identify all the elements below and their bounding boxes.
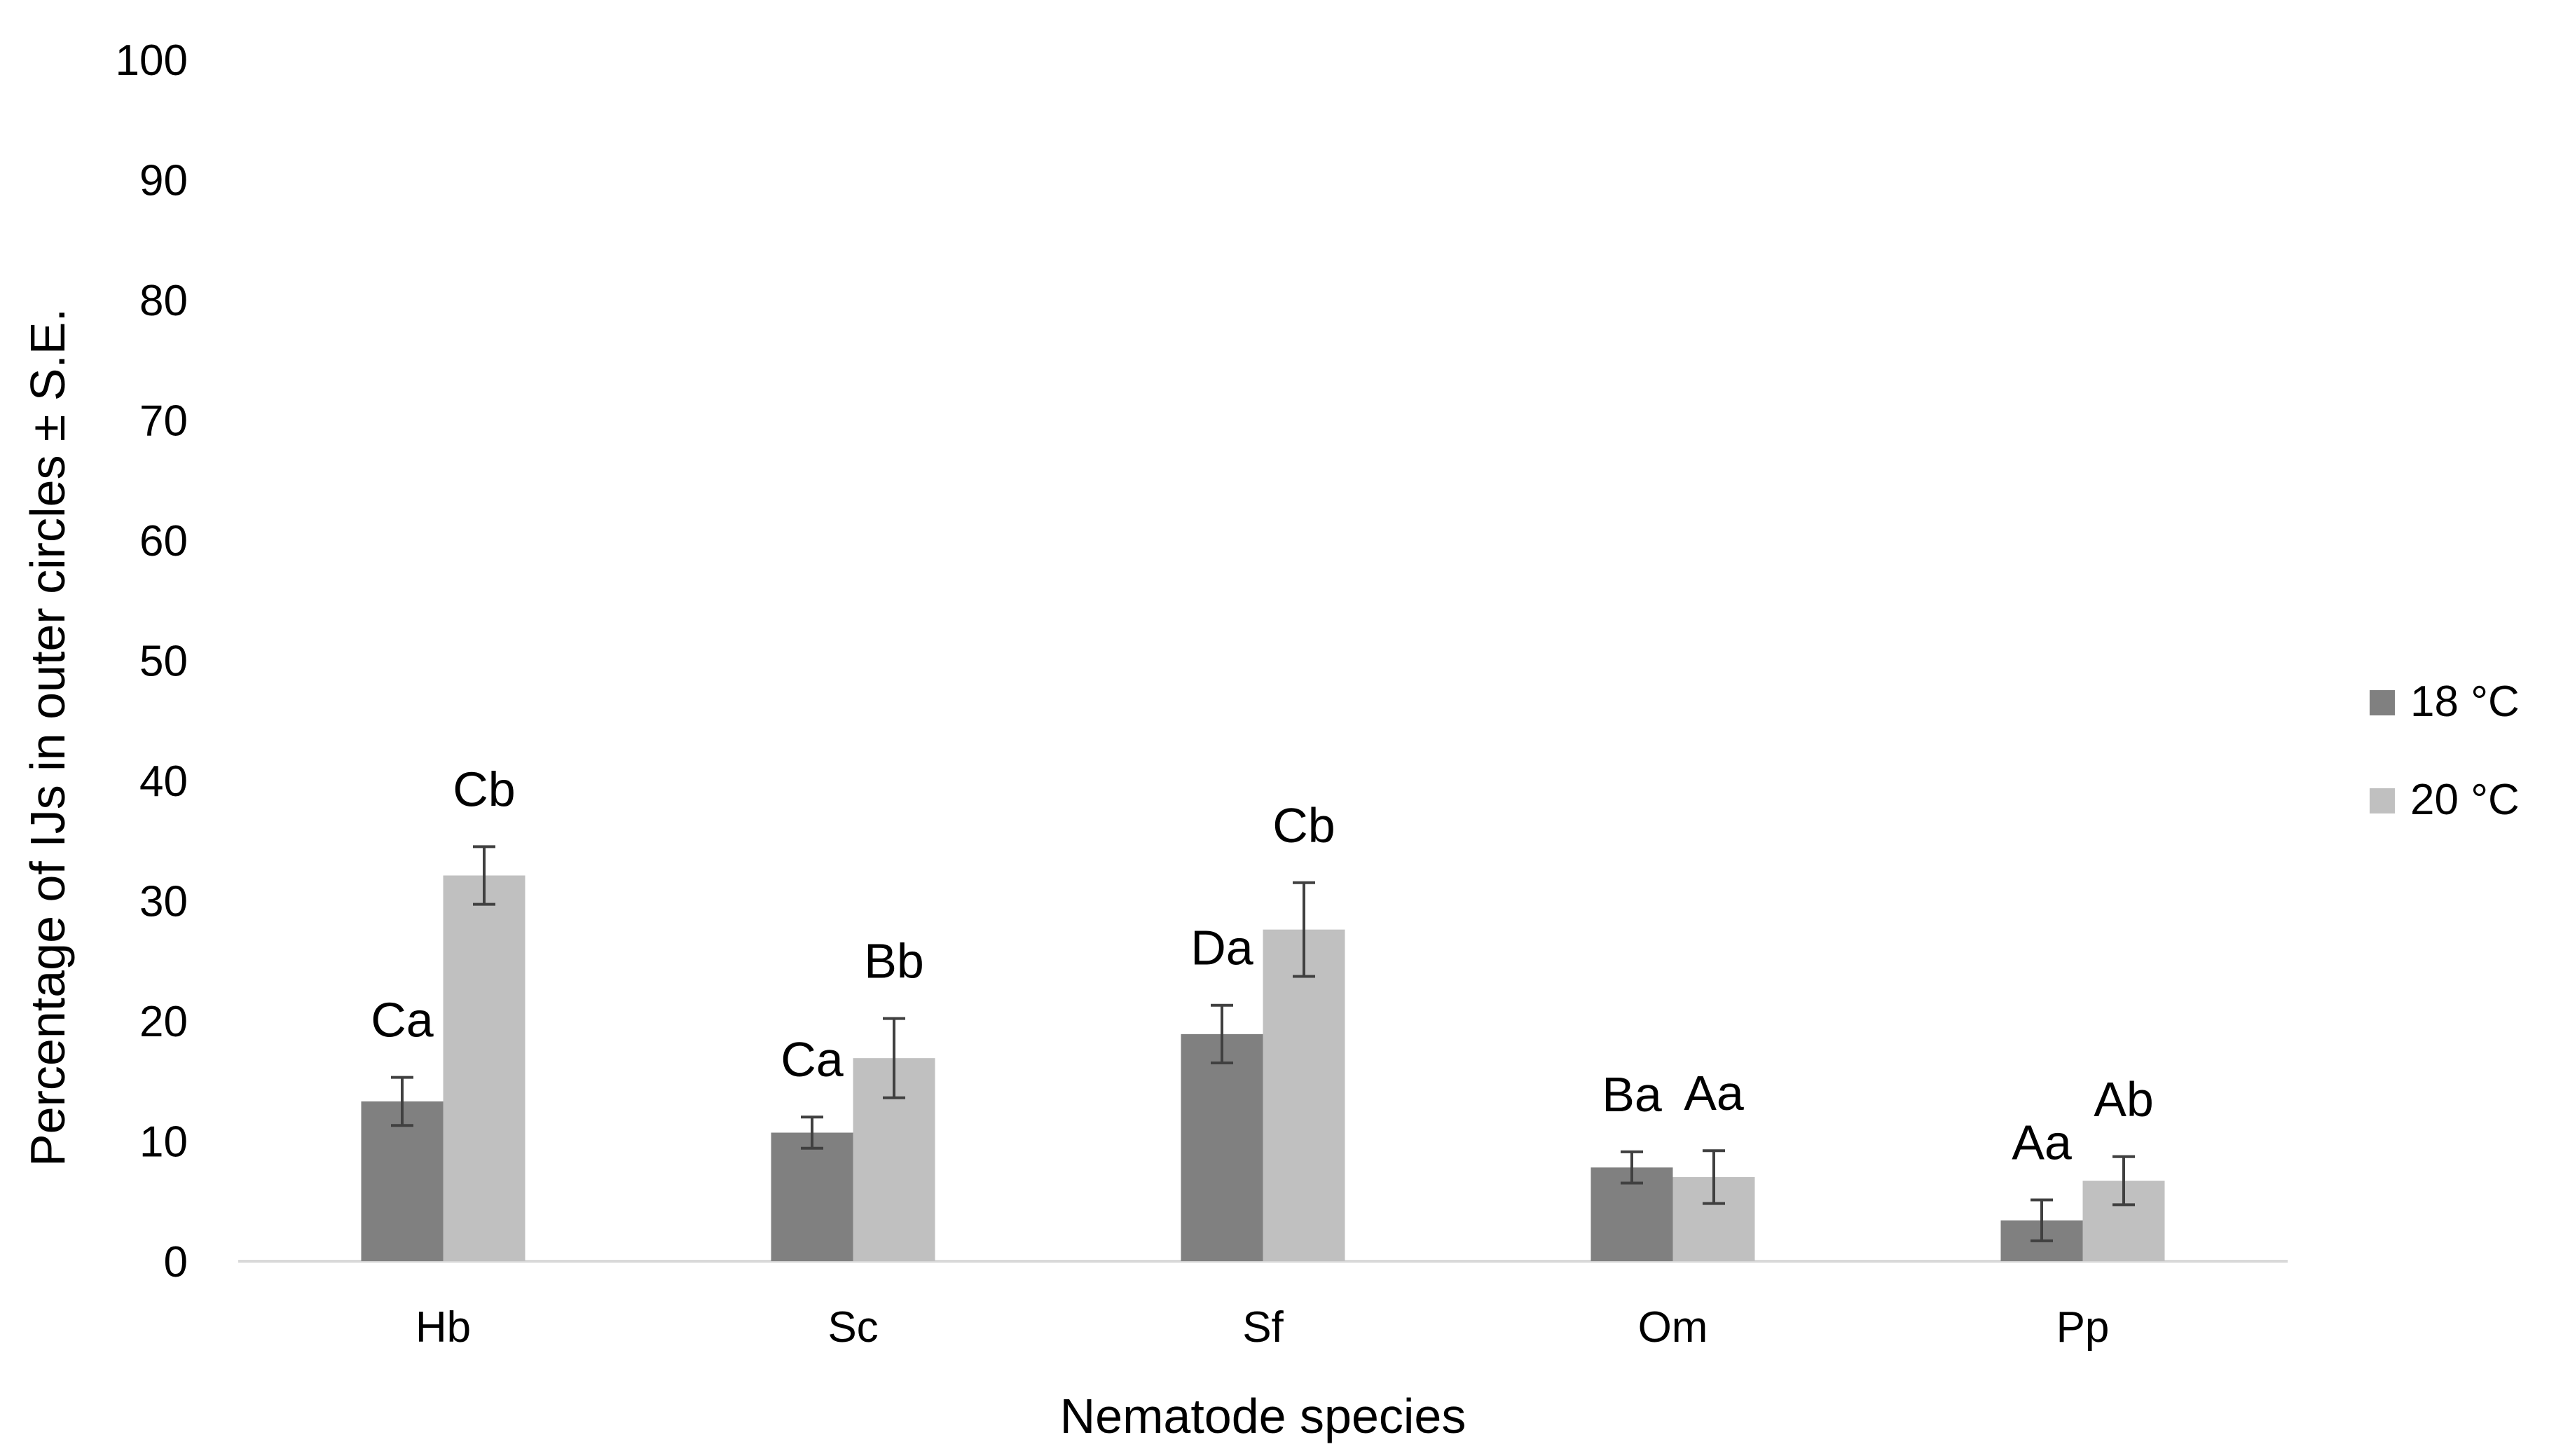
data-label: Aa [1684,1066,1744,1120]
x-tick-label: Sf [1242,1303,1284,1352]
legend-swatch [2370,690,2395,715]
bar [1181,1033,1263,1261]
x-axis-ticks: Hb Sc Sf Om Pp [415,1303,2110,1352]
legend: 18 °C 20 °C [2370,678,2520,824]
y-tick-label: 0 [164,1238,188,1286]
legend-swatch [2370,788,2395,813]
y-tick-label: 50 [139,638,188,686]
data-label: Ca [371,993,434,1048]
x-tick-label: Om [1638,1303,1708,1352]
bars-layer [361,875,2165,1261]
y-tick-label: 30 [139,878,188,926]
bar [361,1101,444,1261]
legend-label: 18 °C [2410,678,2520,726]
y-axis-ticks: 0 10 20 30 40 50 60 70 80 90 100 [116,36,188,1286]
bar [443,875,525,1261]
y-tick-label: 40 [139,757,188,806]
y-tick-label: 20 [139,998,188,1046]
y-tick-label: 70 [139,397,188,446]
x-tick-label: Hb [415,1303,471,1352]
data-label: Aa [2012,1115,2072,1170]
y-axis-title: Percentage of IJs in outer circles ± S.E… [20,308,75,1167]
x-tick-label: Sc [827,1303,878,1352]
data-label: Cb [1272,798,1335,853]
data-label: Ba [1602,1067,1662,1122]
y-tick-label: 100 [116,36,188,85]
bar [1263,929,1345,1261]
legend-label: 20 °C [2410,776,2520,824]
data-label: Ab [2094,1072,2154,1127]
data-label: Cb [453,762,515,816]
x-axis-title: Nematode species [1060,1389,1466,1443]
data-label: Ca [781,1032,844,1087]
x-tick-label: Pp [2056,1303,2110,1352]
data-label: Da [1190,921,1253,975]
y-tick-label: 80 [139,277,188,325]
y-tick-label: 60 [139,517,188,565]
bar-labels-layer: Ca Cb Ca Bb Da Cb Ba Aa Aa Ab [371,762,2154,1169]
y-tick-label: 10 [139,1118,188,1167]
error-bars-layer [391,845,2135,1242]
y-tick-label: 90 [139,157,188,205]
data-label: Bb [864,934,924,989]
bar [771,1132,853,1261]
